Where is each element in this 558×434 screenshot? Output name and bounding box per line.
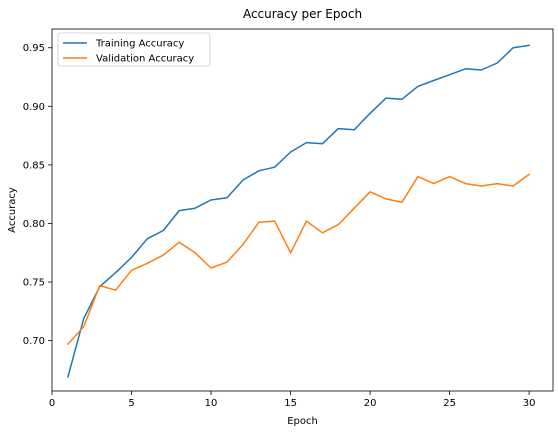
y-tick-label: 0.85	[23, 160, 45, 171]
legend-label: Training Accuracy	[95, 39, 184, 50]
x-tick-label: 0	[49, 398, 55, 409]
chart-title: Accuracy per Epoch	[243, 7, 362, 21]
series-line-training-accuracy	[66, 44, 530, 378]
x-tick-label: 10	[205, 398, 218, 409]
x-tick-label: 15	[284, 398, 297, 409]
x-tick-label: 30	[523, 398, 536, 409]
legend: Training Accuracy Validation Accuracy	[57, 32, 211, 67]
legend-box	[57, 32, 211, 67]
x-tick-label: 20	[364, 398, 377, 409]
y-tick-label: 0.70	[23, 336, 45, 347]
y-tick-label: 0.75	[23, 278, 45, 289]
series-line-validation-accuracy	[66, 173, 531, 346]
y-tick-label: 0.80	[23, 219, 45, 230]
plot-frame	[51, 28, 554, 392]
y-tick-label: 0.95	[23, 43, 45, 54]
y-tick-label: 0.90	[23, 102, 45, 113]
x-tick-label: 5	[128, 398, 134, 409]
x-tick-label: 25	[443, 398, 456, 409]
x-axis-title: Epoch	[287, 416, 318, 427]
legend-label: Validation Accuracy	[96, 54, 194, 65]
y-axis-title: Accuracy	[7, 187, 18, 233]
